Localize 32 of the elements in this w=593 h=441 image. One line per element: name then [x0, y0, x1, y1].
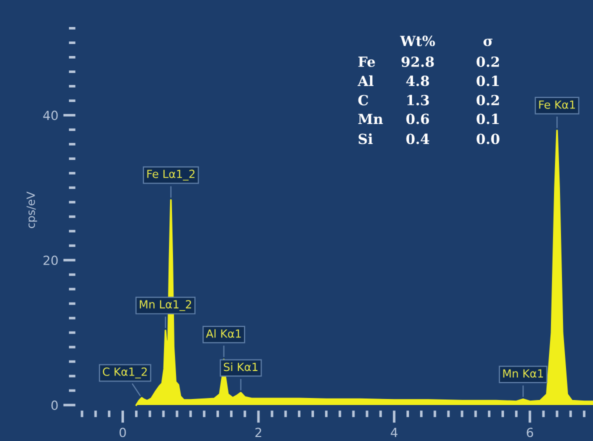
annotation: C: [358, 94, 368, 106]
y-tick-label: 40: [43, 110, 58, 120]
annotation: Fe Lα1_2: [147, 170, 194, 181]
annotation: Mn Kα1: [503, 369, 543, 378]
y-tick-label: 20: [44, 256, 58, 266]
annotation: 1.3: [407, 94, 429, 106]
annotation: Mn: [358, 114, 383, 124]
y-tick-label: 0: [51, 400, 58, 410]
annotation: σ: [483, 38, 492, 46]
annotation: Al: [358, 75, 374, 86]
annotation: 4.8: [406, 76, 430, 86]
annotation: 0.1: [476, 76, 499, 86]
annotation: Si Kα1: [224, 362, 258, 372]
annotation: Wt%: [400, 36, 435, 46]
annotation: Fe Kα1: [539, 100, 575, 109]
y-axis-title: cps/eV: [26, 192, 38, 228]
x-tick-label: 2: [255, 428, 262, 437]
annotation: Mn Lα1_2: [140, 300, 192, 311]
annotation: 0.6: [406, 114, 430, 124]
x-tick-label: 0: [120, 428, 126, 438]
annotation: Si: [358, 133, 373, 144]
annotation: 0.2: [476, 56, 499, 67]
annotation: 0.2: [476, 94, 499, 106]
annotation: 0.1: [476, 114, 499, 124]
annotation: Al Kα1: [206, 329, 241, 338]
annotation: 92.8: [402, 56, 434, 67]
x-tick-label: 6: [526, 428, 534, 438]
annotation: C Kα1_2: [102, 368, 147, 378]
x-tick-label: 4: [390, 428, 398, 437]
annotation: 0.4: [406, 134, 430, 144]
annotation: 0.0: [476, 134, 500, 144]
annotation: Fe: [358, 56, 376, 67]
